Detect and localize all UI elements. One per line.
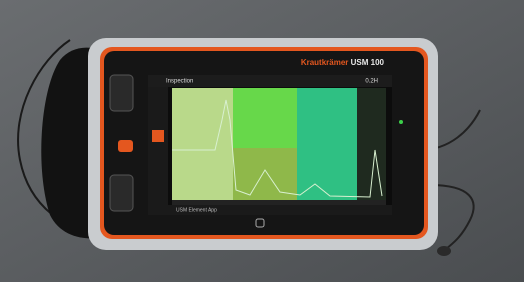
gate-b-top bbox=[233, 88, 297, 148]
screen-title: Inspection bbox=[166, 79, 193, 85]
probe bbox=[437, 246, 451, 256]
footer: USM Element App bbox=[176, 207, 217, 213]
model: USM 100 bbox=[351, 58, 385, 67]
photo: Krautkrämer USM 100 Inspection 0.2H USM … bbox=[0, 0, 524, 282]
page: Krautkrämer USM 100 Inspection 0.2H USM … bbox=[0, 0, 524, 282]
gain: 0.2H bbox=[365, 79, 378, 85]
button[interactable] bbox=[110, 75, 133, 111]
gate-c bbox=[297, 88, 357, 200]
gate-a bbox=[172, 88, 233, 200]
menu-icon[interactable] bbox=[152, 130, 164, 142]
led bbox=[399, 120, 403, 124]
brand-label: Krautkrämer USM 100 bbox=[301, 58, 385, 67]
x-scale bbox=[172, 200, 386, 205]
power-button[interactable] bbox=[118, 140, 133, 152]
button[interactable] bbox=[110, 175, 133, 211]
brand: Krautkrämer bbox=[301, 58, 349, 67]
side-menu bbox=[148, 87, 168, 215]
